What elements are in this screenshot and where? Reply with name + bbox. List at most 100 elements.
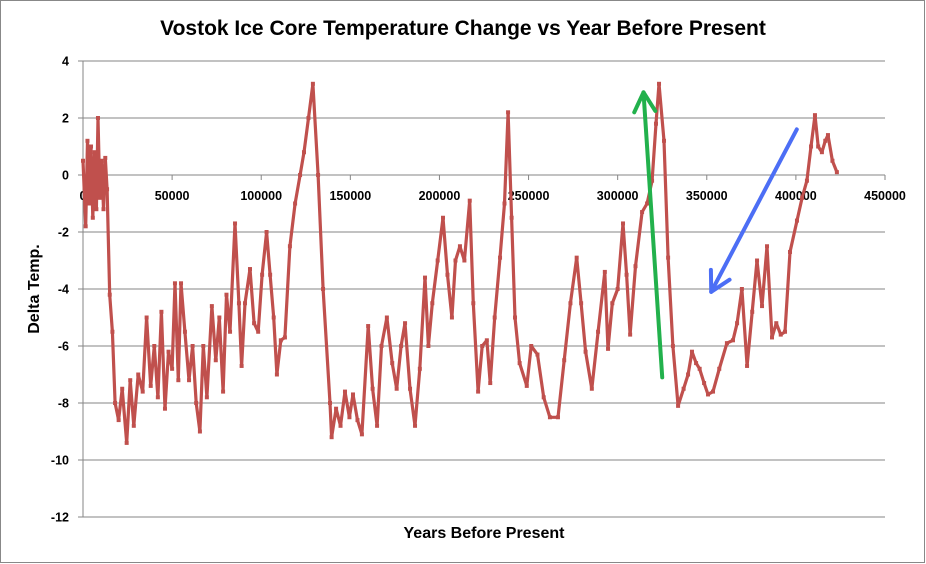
annotation-arrow-head	[632, 90, 658, 115]
x-tick-label: 350000	[686, 189, 728, 203]
data-point	[702, 381, 707, 386]
data-point	[94, 207, 99, 212]
data-point	[819, 150, 824, 155]
data-point	[445, 272, 450, 277]
data-point	[120, 386, 125, 391]
data-point	[449, 315, 454, 320]
data-point	[417, 366, 422, 371]
data-point	[201, 344, 206, 348]
data-point	[453, 258, 458, 263]
data-point	[81, 158, 85, 163]
data-point	[686, 372, 691, 377]
data-point	[462, 258, 467, 263]
data-point	[194, 401, 199, 405]
data-point	[535, 352, 540, 357]
data-point	[529, 344, 534, 348]
data-point	[541, 395, 546, 400]
x-tick-label: 200000	[419, 189, 461, 203]
y-tick-label: -10	[51, 454, 69, 468]
data-point	[239, 363, 244, 368]
y-tick-label: -2	[58, 226, 69, 240]
data-point	[596, 329, 601, 334]
data-point	[457, 244, 462, 249]
data-point	[606, 346, 611, 351]
data-point	[774, 321, 779, 326]
data-point	[471, 301, 476, 306]
data-point	[351, 392, 356, 397]
data-point	[547, 415, 552, 420]
annotation-arrow-shaft	[641, 90, 665, 380]
data-point	[666, 255, 671, 260]
data-point	[615, 287, 620, 291]
data-point	[217, 315, 222, 320]
data-point	[298, 173, 303, 177]
data-point	[602, 269, 607, 274]
data-point	[190, 344, 195, 348]
data-point	[83, 224, 88, 229]
data-point	[338, 423, 343, 428]
data-point	[676, 403, 681, 408]
data-point	[730, 338, 735, 343]
data-point	[476, 389, 481, 394]
data-point	[329, 435, 334, 440]
data-point	[423, 275, 428, 280]
data-point	[148, 383, 153, 388]
data-point	[162, 406, 167, 411]
data-point	[113, 401, 118, 405]
y-tick-label: 2	[62, 112, 69, 126]
data-point	[717, 366, 722, 371]
data-point	[435, 258, 440, 263]
data-point	[480, 344, 485, 348]
data-point	[159, 309, 164, 314]
data-point	[670, 344, 675, 348]
data-point	[355, 418, 360, 423]
data-point	[274, 372, 279, 377]
data-point	[783, 329, 788, 334]
data-point	[430, 301, 435, 306]
data-point	[107, 292, 112, 297]
data-point	[264, 230, 269, 234]
data-point	[213, 358, 218, 363]
data-point	[610, 301, 615, 306]
data-point	[633, 264, 638, 269]
data-point	[316, 173, 321, 177]
series-line	[81, 82, 839, 445]
data-point	[506, 110, 511, 115]
data-point	[301, 150, 306, 155]
data-point	[87, 201, 92, 206]
data-point	[271, 315, 276, 320]
data-point	[621, 221, 626, 226]
data-point	[711, 389, 716, 394]
data-point	[268, 272, 273, 277]
data-point	[562, 358, 567, 363]
data-point	[765, 244, 770, 249]
data-point	[172, 281, 177, 286]
y-tick-label: 4	[62, 55, 69, 69]
annotation-arrow-head	[708, 267, 732, 294]
data-point	[399, 344, 404, 348]
data-point	[233, 221, 238, 226]
annotation-arrow-shaft	[709, 127, 799, 294]
data-point	[95, 116, 100, 120]
data-point	[370, 386, 375, 391]
data-point	[128, 378, 133, 383]
data-point	[282, 335, 287, 340]
data-point	[739, 287, 744, 291]
x-tick-label: 300000	[597, 189, 639, 203]
data-point	[778, 332, 783, 337]
data-point	[502, 201, 507, 206]
data-point	[662, 138, 667, 143]
data-point	[152, 344, 157, 348]
data-point	[155, 395, 160, 400]
data-point	[252, 321, 257, 326]
data-point	[628, 332, 633, 337]
data-point	[384, 315, 389, 320]
data-point	[328, 401, 333, 405]
data-point	[166, 349, 171, 354]
data-point	[89, 144, 94, 149]
data-point	[293, 201, 298, 206]
y-tick-label: -12	[51, 511, 69, 525]
x-axis-label: Years Before Present	[404, 525, 566, 542]
